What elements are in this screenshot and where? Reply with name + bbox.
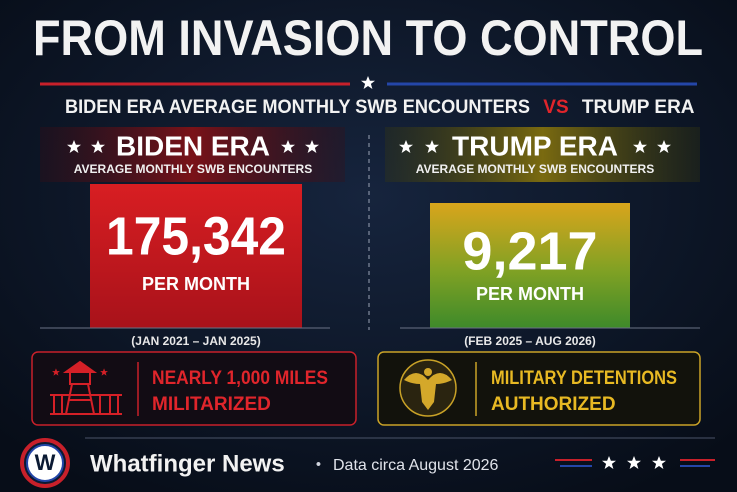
note-box (377, 351, 701, 426)
header-band (40, 127, 345, 182)
logo-inner (26, 444, 64, 482)
value-box (90, 184, 302, 328)
note-line: MILITARIZED (152, 394, 271, 415)
source: Data circa August 2026 (333, 457, 499, 474)
note-line: MILITARY DETENTIONS (491, 368, 677, 389)
title: FROM INVASION TO CONTROL (33, 10, 703, 66)
subtitle-left: BIDEN ERA AVERAGE MONTHLY SWB ENCOUNTERS (65, 97, 530, 118)
note-line: NEARLY 1,000 MILES (152, 368, 328, 389)
panel-value: 9,217 (462, 221, 597, 281)
panel-subheading: AVERAGE MONTHLY SWB ENCOUNTERS (74, 162, 312, 176)
subtitle-vs: VS (543, 97, 568, 118)
subtitle: BIDEN ERA AVERAGE MONTHLY SWB ENCOUNTERS… (65, 97, 695, 118)
subtitle-right: TRUMP ERA (582, 97, 695, 118)
brand: Whatfinger News (90, 450, 285, 477)
separator: • (316, 456, 321, 472)
panel-heading: BIDEN ERA (116, 130, 270, 161)
panel-subheading: AVERAGE MONTHLY SWB ENCOUNTERS (416, 162, 654, 176)
watchtower-icon (50, 360, 122, 415)
panel-unit: PER MONTH (142, 274, 250, 294)
panel-value: 175,342 (106, 206, 286, 266)
header-band (385, 127, 700, 182)
note-box (31, 351, 357, 426)
note-line: AUTHORIZED (491, 394, 616, 415)
panel-heading: TRUMP ERA (452, 130, 618, 161)
panel-period: (JAN 2021 – JAN 2025) (131, 334, 260, 348)
seal-icon (399, 359, 457, 417)
panel-unit: PER MONTH (476, 284, 584, 304)
panel-period: (FEB 2025 – AUG 2026) (464, 334, 596, 348)
value-box (430, 203, 630, 328)
logo-letter: W (35, 450, 56, 475)
flag-decoration (555, 456, 715, 469)
